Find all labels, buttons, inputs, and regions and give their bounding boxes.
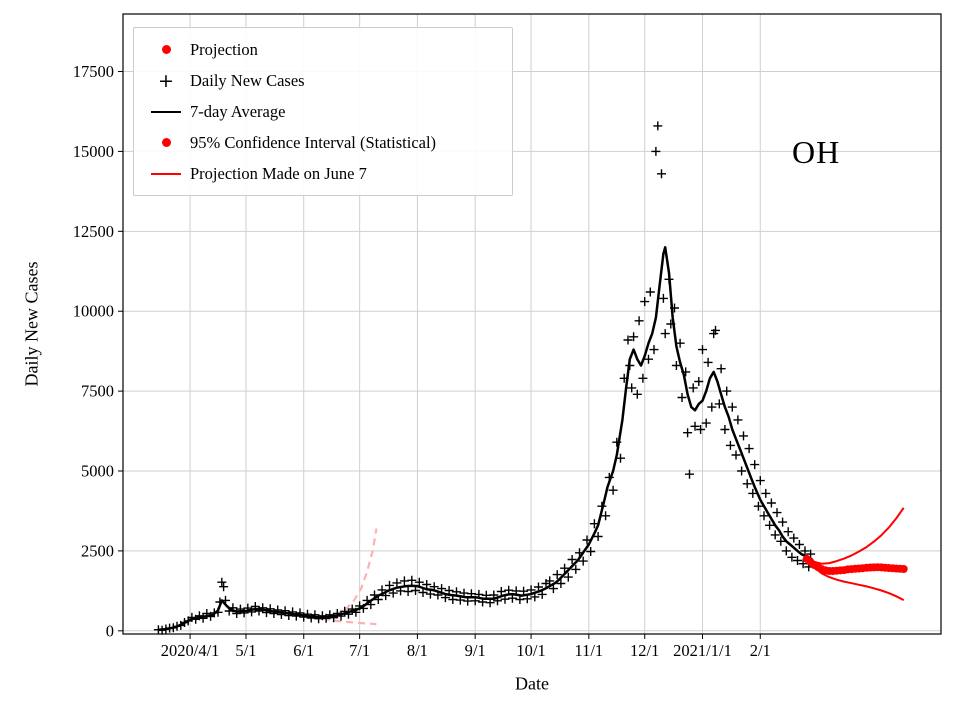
y-tick-label: 12500: [73, 222, 114, 241]
legend: Projection + Daily New Cases 7-day Avera…: [133, 27, 513, 196]
confidence-dot-icon: [142, 138, 190, 147]
legend-label: Daily New Cases: [190, 70, 305, 90]
series-95-ci-lower: [806, 558, 905, 601]
legend-item-projection: Projection: [142, 34, 504, 65]
series-95-ci-upper: [806, 507, 905, 565]
y-tick-label: 10000: [73, 302, 114, 321]
legend-item-projection-june-7: Projection Made on June 7: [142, 158, 504, 189]
plus-marker-icon: +: [158, 69, 174, 92]
x-tick-label: 8/1: [407, 641, 428, 660]
state-annotation: OH: [792, 134, 841, 170]
x-tick-label: 10/1: [516, 641, 545, 660]
x-tick-label: 2020/4/1: [161, 641, 220, 660]
legend-item-7-day-average: 7-day Average: [142, 96, 504, 127]
black-line-icon: [142, 110, 190, 113]
x-axis-label: Date: [515, 673, 549, 694]
x-tick-label: 2021/1/1: [673, 641, 732, 660]
plot-frame: [122, 13, 942, 635]
legend-label: Projection: [190, 39, 258, 59]
y-tick-label: 15000: [73, 142, 114, 161]
legend-item-daily-new-cases: + Daily New Cases: [142, 65, 504, 96]
series-projection-dot: [899, 565, 908, 573]
x-tick-label: 2/1: [750, 641, 771, 660]
x-tick-label: 12/1: [630, 641, 659, 660]
projection-dot-icon: [142, 45, 190, 54]
x-tick-label: 5/1: [235, 641, 256, 660]
y-tick-label: 0: [106, 621, 114, 640]
x-tick-label: 11/1: [574, 641, 603, 660]
legend-item-confidence-interval: 95% Confidence Interval (Statistical): [142, 127, 504, 158]
legend-label: Projection Made on June 7: [190, 163, 367, 183]
y-tick-label: 17500: [73, 62, 114, 81]
legend-label: 7-day Average: [190, 101, 286, 121]
legend-label: 95% Confidence Interval (Statistical): [190, 132, 437, 152]
y-tick-label: 2500: [81, 541, 114, 560]
x-tick-label: 7/1: [349, 641, 370, 660]
series-7-day-average: [158, 246, 813, 632]
x-tick-label: 9/1: [465, 641, 486, 660]
series-june-7-projection-ci-lower: [322, 617, 377, 626]
y-tick-label: 5000: [81, 462, 114, 481]
red-line-icon: [142, 172, 190, 175]
y-axis-label: Daily New Cases: [21, 261, 42, 387]
y-tick-label: 7500: [81, 382, 114, 401]
x-tick-label: 6/1: [293, 641, 314, 660]
